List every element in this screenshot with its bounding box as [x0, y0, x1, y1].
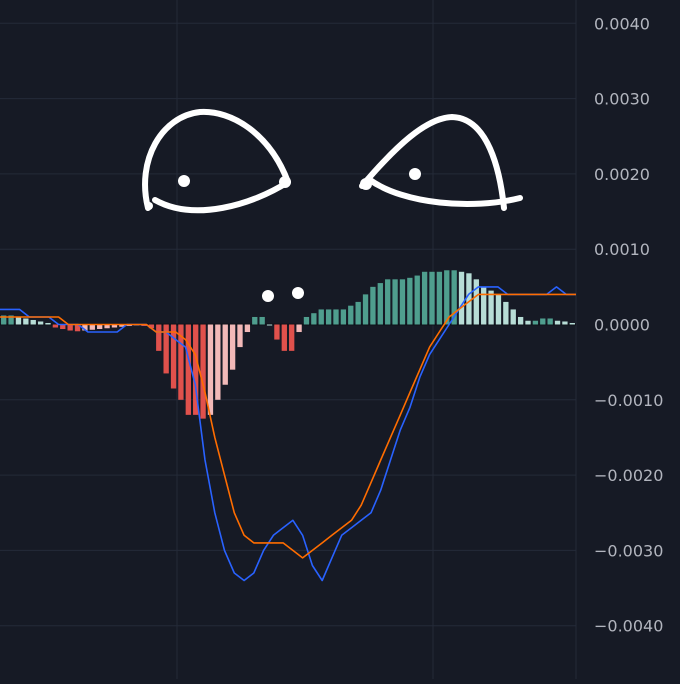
histogram-bar [67, 324, 73, 331]
histogram-bar [554, 320, 561, 325]
histogram-bar [510, 309, 516, 325]
histogram-bar [215, 324, 221, 400]
histogram-bar [547, 318, 553, 325]
histogram-bar [15, 316, 22, 325]
histogram-bar [119, 324, 125, 327]
signal-line [0, 293, 576, 559]
histogram-bar [436, 271, 443, 325]
histogram-bar [370, 286, 376, 325]
histogram-bar [311, 313, 317, 325]
y-tick-label: 0.0030 [594, 90, 650, 109]
left-eye-icon [142, 108, 291, 214]
histogram-bar [82, 324, 88, 331]
histogram-bar [421, 271, 428, 325]
histogram-bar [377, 283, 383, 325]
histogram-bar [229, 324, 236, 370]
histogram-bar [362, 294, 369, 325]
histogram-bar [414, 275, 420, 325]
histogram-bar [385, 279, 391, 325]
histogram-bar [569, 322, 575, 325]
histogram-bar [200, 324, 206, 419]
y-tick-label: −0.0040 [594, 617, 663, 636]
histogram-bar [274, 324, 280, 340]
price-scale[interactable]: 0.0040 0.0030 0.0020 0.0010 0.0000 −0.0010 −0.… [594, 14, 663, 635]
histogram-bar [104, 324, 110, 329]
histogram-bar [23, 318, 29, 325]
histogram-bar [407, 277, 413, 325]
histogram-bar [466, 273, 472, 325]
histogram-bar [399, 279, 406, 325]
histogram-bar [37, 321, 44, 325]
histogram-bar [45, 322, 51, 325]
histogram-bar [289, 324, 295, 351]
smiling-face-doodle[interactable] [142, 108, 523, 302]
histogram-bar [318, 309, 324, 325]
histogram-bar [60, 324, 66, 330]
histogram-bar [170, 324, 177, 389]
grid [0, 0, 577, 679]
histogram-bar [340, 309, 347, 325]
histogram-bar [303, 316, 310, 325]
histogram-bar [259, 316, 265, 325]
histogram-bar [89, 324, 95, 330]
histogram-bar [156, 324, 162, 351]
y-tick-label: −0.0010 [594, 391, 663, 410]
histogram-bar [562, 321, 568, 325]
histogram-bar [296, 324, 302, 333]
histogram-bar [458, 271, 465, 325]
histogram-bar [30, 319, 36, 325]
histogram-bar [222, 324, 228, 385]
histogram-bar [481, 286, 487, 325]
histogram-bar [281, 324, 287, 351]
histogram-bar [488, 290, 494, 325]
histogram-bar [495, 294, 502, 325]
histogram-bar [8, 315, 14, 325]
histogram-bar [266, 324, 273, 326]
right-eye-icon [359, 114, 523, 211]
histogram-bar [355, 301, 361, 325]
histogram-bar [473, 279, 479, 325]
histogram-bar [392, 279, 398, 325]
histogram-bar [74, 324, 81, 332]
histogram-bar [244, 324, 251, 333]
histogram-bar [163, 324, 169, 374]
histogram-bar [111, 324, 118, 328]
y-tick-label: −0.0020 [594, 466, 663, 485]
indicator-lines [0, 286, 576, 582]
histogram-bar [348, 305, 354, 325]
histogram-bar [97, 324, 103, 330]
histogram-bar [429, 271, 435, 325]
histogram-bar [178, 324, 184, 400]
histogram-bar [532, 320, 539, 325]
y-tick-label: 0.0000 [594, 316, 650, 335]
histogram-bar [148, 324, 155, 329]
y-tick-label: −0.0030 [594, 541, 663, 560]
histogram-bar [1, 315, 7, 325]
histogram [1, 270, 575, 419]
nose-dots-icon [262, 287, 304, 302]
histogram-bar [503, 301, 509, 325]
histogram-bar [444, 270, 450, 325]
histogram-bar [333, 309, 339, 325]
y-tick-label: 0.0010 [594, 240, 650, 259]
macd-line [0, 286, 576, 582]
histogram-bar [540, 318, 546, 325]
y-tick-label: 0.0020 [594, 165, 650, 184]
histogram-bar [517, 316, 524, 325]
histogram-bar [525, 320, 531, 325]
histogram-bar [207, 324, 214, 415]
histogram-bar [252, 316, 258, 325]
histogram-bar [325, 309, 332, 325]
histogram-bar [451, 270, 457, 325]
histogram-bar [52, 324, 59, 328]
histogram-bar [237, 324, 243, 348]
y-tick-label: 0.0040 [594, 14, 650, 33]
histogram-bar [193, 324, 199, 415]
histogram-bar [185, 324, 191, 415]
